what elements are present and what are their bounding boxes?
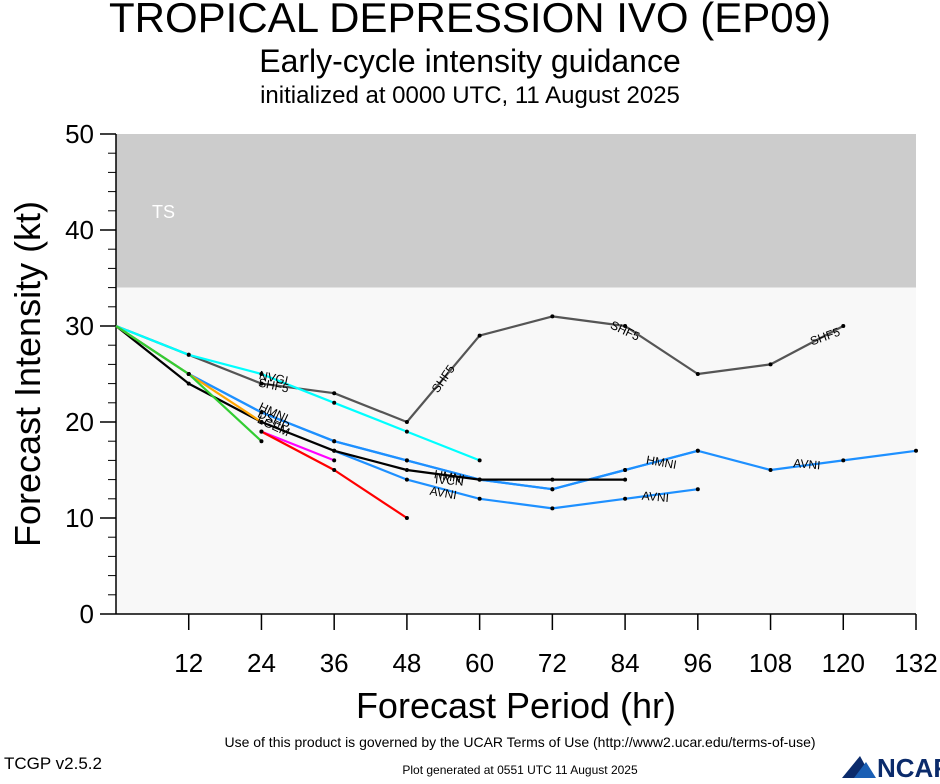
series-point [259, 381, 264, 386]
series-line [333, 449, 698, 510]
series-point [768, 468, 773, 472]
x-tick-label: 72 [538, 648, 567, 678]
series-point [550, 506, 555, 511]
series-point [477, 477, 482, 482]
series-line [115, 325, 626, 481]
x-tick-label: 120 [822, 648, 865, 678]
intensity-band [116, 287, 916, 614]
y-tick-label: 20 [65, 407, 94, 437]
series-point [332, 468, 337, 472]
series-point [623, 477, 628, 482]
series-point [477, 458, 482, 463]
x-tick-label: 96 [683, 648, 712, 678]
series-point [332, 448, 337, 453]
series-point [404, 516, 409, 520]
x-tick-label: 24 [247, 648, 276, 678]
intensity-band [116, 134, 916, 288]
series-inline-label: IVCN [434, 472, 464, 488]
y-tick-label: 40 [65, 215, 94, 245]
x-tick-label: 36 [320, 648, 349, 678]
series-point [259, 420, 264, 424]
ncar-logo-icon [842, 756, 876, 778]
series-point [259, 439, 264, 444]
series-point [841, 324, 846, 328]
series-point [404, 468, 409, 472]
series-point [404, 420, 409, 424]
y-tick-label: 10 [65, 503, 94, 533]
series-inline-label: HMNI [433, 467, 466, 486]
series-inline-label: AVNI [793, 456, 821, 472]
series-inline-label: NVGI [258, 368, 290, 388]
series-point [332, 439, 337, 444]
series-inline-label: AVNI [429, 484, 458, 502]
series-point [623, 324, 628, 328]
init-time-label: initialized at 0000 UTC, 11 August 2025 [260, 82, 680, 109]
y-tick-label: 0 [80, 599, 94, 629]
x-axis-label: Forecast Period (hr) [356, 685, 676, 726]
ncar-logo-text: NCAR [877, 753, 940, 783]
series-point [186, 381, 191, 386]
series-point [914, 448, 918, 453]
y-axis-label: Forecast Intensity (kt) [7, 201, 48, 547]
x-tick-label: 108 [749, 648, 792, 678]
series-point [332, 391, 337, 396]
y-tick-label: 50 [65, 119, 94, 149]
x-tick-label: 48 [392, 648, 421, 678]
x-tick-label: 12 [174, 648, 203, 678]
x-tick-label: 60 [465, 648, 494, 678]
x-tick-label: 84 [611, 648, 640, 678]
chart-subtitle: Early-cycle intensity guidance [259, 43, 681, 79]
series-inline-label: HMNI [645, 453, 678, 472]
series-point [404, 429, 409, 434]
series-line [115, 324, 481, 462]
series-point [695, 448, 700, 453]
series-point [695, 487, 700, 492]
series-point [695, 372, 700, 376]
series-point [186, 352, 191, 357]
series-point [623, 496, 628, 501]
version-label: TCGP v2.5.2 [4, 754, 102, 773]
series-inline-label: SHF5 [257, 375, 290, 395]
series-point [404, 477, 409, 482]
generated-timestamp: Plot generated at 0551 UTC 11 August 202… [402, 763, 638, 777]
series-point [477, 496, 482, 501]
series-point [186, 372, 191, 376]
terms-of-use-note: Use of this product is governed by the U… [224, 734, 816, 750]
series-point [623, 468, 628, 472]
y-tick-label: 30 [65, 311, 94, 341]
x-tick-label: 132 [894, 648, 937, 678]
band-label: TS [152, 202, 175, 222]
series-point [550, 314, 555, 319]
chart-title: TROPICAL DEPRESSION IVO (EP09) [109, 0, 831, 41]
series-point [332, 400, 337, 405]
series-point [841, 458, 846, 463]
series-point [332, 458, 337, 463]
series-point [550, 477, 555, 482]
series-inline-label: AVNI [641, 489, 669, 505]
series-point [550, 487, 555, 492]
series-line [261, 430, 335, 462]
series-point [259, 410, 264, 415]
series-point [259, 372, 264, 376]
series-point [404, 458, 409, 463]
series-point [477, 333, 482, 338]
series-point [259, 429, 264, 434]
series-point [768, 362, 773, 367]
